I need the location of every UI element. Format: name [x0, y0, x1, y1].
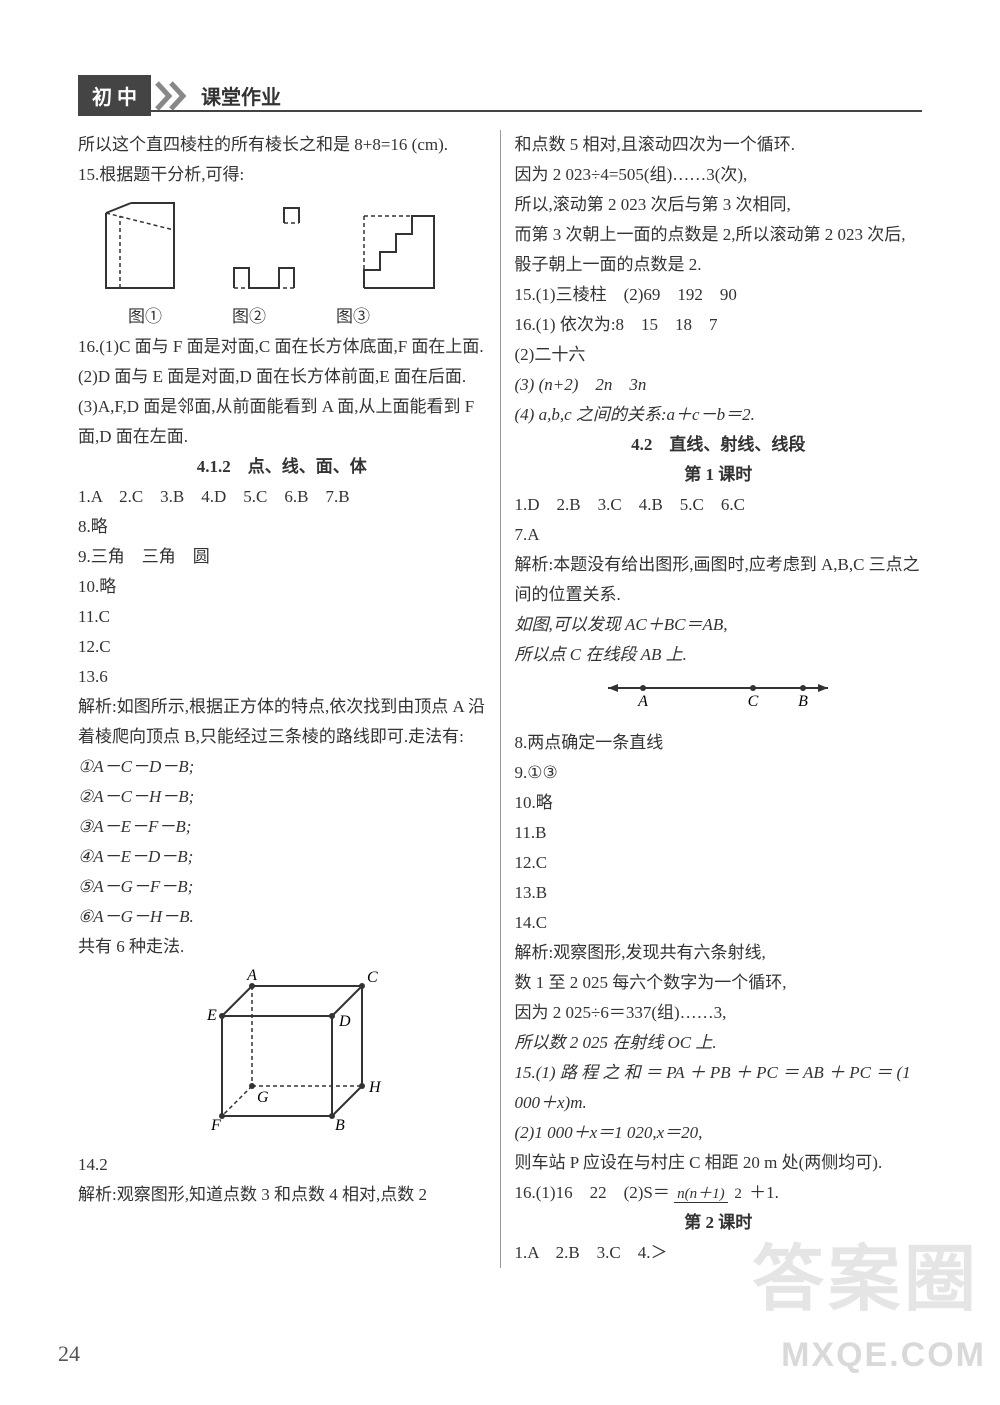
route-item: ⑥A－G－H－B. [78, 902, 486, 932]
svg-text:C: C [748, 693, 759, 710]
text-line: 所以这个直四棱柱的所有棱长之和是 8+8=16 (cm). [78, 130, 486, 160]
text-line: 8.两点确定一条直线 [515, 728, 923, 758]
svg-text:A: A [637, 693, 648, 710]
text-line: 15.(1) 路 程 之 和 ＝ PA ＋ PB ＋ PC ＝ AB ＋ PC … [515, 1058, 923, 1118]
left-column: 所以这个直四棱柱的所有棱长之和是 8+8=16 (cm). 15.根据题干分析,… [78, 130, 500, 1268]
text-line: 13.B [515, 878, 923, 908]
answer-line: 1.A 2.C 3.B 4.D 5.C 6.B 7.B [78, 482, 486, 512]
text-line: (2)D 面与 E 面是对面,D 面在长方体前面,E 面在后面. [78, 362, 486, 392]
text-line: (4) a,b,c 之间的关系:a＋c－b＝2. [515, 400, 923, 430]
text-line: 16.(1)16 22 (2)S＝ n(n＋1) 2 ＋1. [515, 1178, 923, 1208]
route-item: ②A－C－H－B; [78, 782, 486, 812]
text-line: 14.2 [78, 1150, 486, 1180]
text-line: 15.(1)三棱柱 (2)69 192 90 [515, 280, 923, 310]
text-line: (2)二十六 [515, 340, 923, 370]
svg-text:E: E [206, 1007, 217, 1024]
text-line: 10.略 [515, 788, 923, 818]
text-line: 10.略 [78, 572, 486, 602]
page-number: 24 [58, 1341, 80, 1367]
text-line: 则车站 P 应设在与村庄 C 相距 20 m 处(两侧均可). [515, 1148, 923, 1178]
text-line: 9.三角 三角 圆 [78, 542, 486, 572]
figure-2 [224, 198, 324, 298]
svg-text:A: A [246, 967, 257, 984]
route-item: ①A－C－D－B; [78, 752, 486, 782]
text-line: 共有 6 种走法. [78, 932, 486, 962]
answer-line: 1.D 2.B 3.C 4.B 5.C 6.C [515, 490, 923, 520]
text-line: 12.C [515, 848, 923, 878]
text-line: 和点数 5 相对,且滚动四次为一个循环. [515, 130, 923, 160]
svg-text:F: F [210, 1117, 221, 1134]
text-line: 如图,可以发现 AC＋BC＝AB, [515, 610, 923, 640]
text-line: 13.6 [78, 662, 486, 692]
fig-label: 图③ [336, 302, 370, 332]
content-columns: 所以这个直四棱柱的所有棱长之和是 8+8=16 (cm). 15.根据题干分析,… [78, 130, 922, 1268]
svg-text:B: B [798, 693, 808, 710]
fraction-numerator: n(n＋1) [674, 1186, 728, 1203]
route-item: ⑤A－G－F－B; [78, 872, 486, 902]
text-line: 解析:观察图形,知道点数 3 和点数 4 相对,点数 2 [78, 1180, 486, 1210]
text-line: 16.(1) 依次为:8 15 18 7 [515, 310, 923, 340]
text-line: 所以,滚动第 2 023 次后与第 3 次相同, [515, 190, 923, 220]
text-line: 15.根据题干分析,可得: [78, 160, 486, 190]
chevron-icon [153, 79, 193, 113]
text-line: 所以数 2 025 在射线 OC 上. [515, 1028, 923, 1058]
svg-text:C: C [367, 969, 378, 986]
text-line: 7.A [515, 520, 923, 550]
svg-text:G: G [257, 1089, 269, 1106]
svg-text:D: D [338, 1013, 351, 1030]
segment-figure: A C B [515, 676, 923, 722]
text-line: 解析:观察图形,发现共有六条射线, [515, 938, 923, 968]
route-item: ③A－E－F－B; [78, 812, 486, 842]
section-heading: 4.1.2 点、线、面、体 [78, 452, 486, 482]
text-line: (3)A,F,D 面是邻面,从前面能看到 A 面,从上面能看到 F 面,D 面在… [78, 392, 486, 452]
header-rule [78, 110, 922, 112]
fraction-denominator: 2 [731, 1186, 745, 1202]
header-title: 课堂作业 [201, 81, 281, 110]
figure-row [96, 198, 486, 298]
text-line: 所以点 C 在线段 AB 上. [515, 640, 923, 670]
sub-heading: 第 1 课时 [515, 460, 923, 490]
section-heading: 4.2 直线、射线、线段 [515, 430, 923, 460]
fig-label: 图① [128, 302, 162, 332]
text-line: 数 1 至 2 025 每六个数字为一个循环, [515, 968, 923, 998]
watermark-url: MXQE.COM [781, 1336, 986, 1375]
text-line: 解析:如图所示,根据正方体的特点,依次找到由顶点 A 沿着棱爬向顶点 B,只能经… [78, 692, 486, 752]
text-line: (3) (n+2) 2n 3n [515, 370, 923, 400]
svg-text:H: H [368, 1079, 382, 1096]
text-line: 解析:本题没有给出图形,画图时,应考虑到 A,B,C 三点之间的位置关系. [515, 550, 923, 610]
svg-text:B: B [335, 1117, 345, 1134]
text-line: 因为 2 025÷6＝337(组)……3, [515, 998, 923, 1028]
text-line: 9.①③ [515, 758, 923, 788]
fraction: n(n＋1) 2 [674, 1186, 745, 1202]
route-item: ④A－E－D－B; [78, 842, 486, 872]
text-line: 12.C [78, 632, 486, 662]
text-line: 而第 3 次朝上一面的点数是 2,所以滚动第 2 023 次后,骰子朝上一面的点… [515, 220, 923, 280]
figure-1 [96, 198, 196, 298]
text-line: 8.略 [78, 512, 486, 542]
text-line: 14.C [515, 908, 923, 938]
fig-label: 图② [232, 302, 266, 332]
right-column: 和点数 5 相对,且滚动四次为一个循环. 因为 2 023÷4=505(组)……… [501, 130, 923, 1268]
cube-figure: A C E D G H F B [78, 966, 486, 1146]
text-fragment: 16.(1)16 22 (2)S＝ [515, 1183, 670, 1202]
text-line: (2)1 000＋x＝1 020,x＝20, [515, 1118, 923, 1148]
figure-labels: 图① 图② 图③ [128, 302, 486, 332]
text-line: 因为 2 023÷4=505(组)……3(次), [515, 160, 923, 190]
text-line: 11.B [515, 818, 923, 848]
figure-3 [352, 198, 452, 298]
text-fragment: ＋1. [749, 1183, 779, 1202]
text-line: 11.C [78, 602, 486, 632]
text-line: 16.(1)C 面与 F 面是对面,C 面在长方体底面,F 面在上面. [78, 332, 486, 362]
watermark-text: 答案圈 [752, 1220, 980, 1325]
